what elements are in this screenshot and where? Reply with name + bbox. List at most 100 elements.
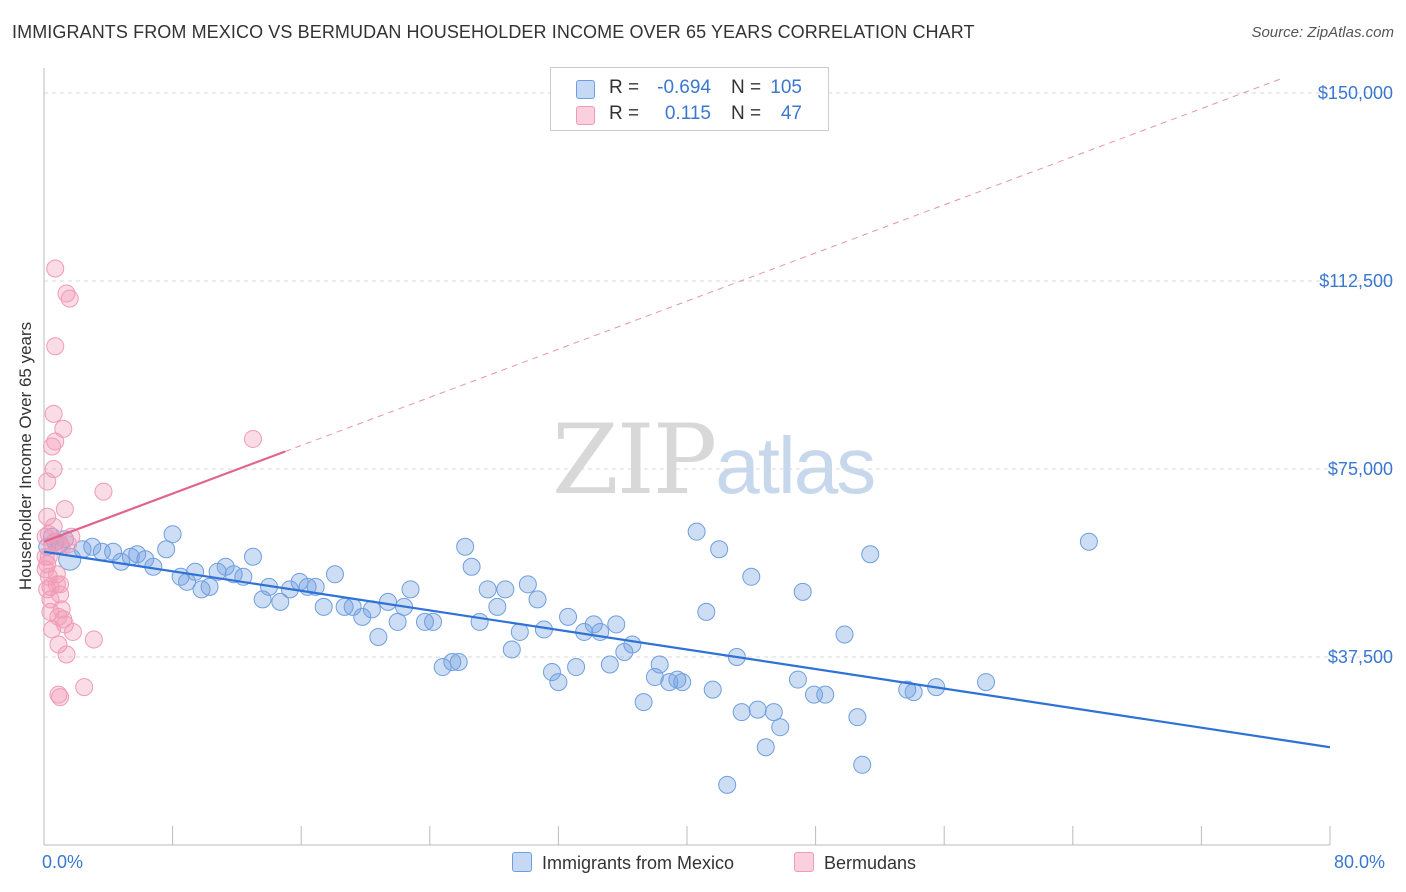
bermudan-point [243,429,262,448]
mexico-point [788,670,807,689]
legend-n-label: N = [731,77,762,98]
bermudan-point [94,482,113,501]
correlation-legend: R = -0.694 N = 105 R = 0.115 N = 47 [550,67,829,131]
bottom-legend-label: Immigrants from Mexico [542,853,735,873]
mexico-point [163,525,182,544]
bottom-legend-swatch-blue [512,852,532,872]
bermudan-point [75,678,94,697]
bermudan-point [57,645,76,664]
y-tick-label: $112,500 [1319,271,1393,291]
mexico-point [456,537,475,556]
bottom-legend-label: Bermudans [824,853,917,873]
mexico-point [668,670,687,689]
y-tick-label: $75,000 [1328,459,1393,479]
x-tick-label-min: 0.0% [42,852,84,872]
bottom-legend-swatch-pink [794,852,814,872]
mexico-point [549,673,568,692]
source-label: Source: ZipAtlas.com [1251,24,1394,41]
legend-r-value: 0.115 [664,103,711,124]
mexico-point [243,547,262,566]
mexico-point [488,597,507,616]
legend-r-value: -0.694 [657,77,711,98]
bermudan-point [46,337,65,356]
bermudan-point [55,500,74,519]
legend-row-bermudans: R = 0.115 N = 47 [551,102,828,128]
mexico-point [518,575,537,594]
mexico-point [379,592,398,611]
legend-swatch-pink [576,106,595,125]
mexico-point [449,653,468,672]
mexico-point [502,640,521,659]
bermudan-point [63,622,82,641]
mexico-point [157,540,176,559]
mexico-point [1079,532,1098,551]
mexico-point [584,615,603,634]
bermudan-point [41,590,60,609]
mexico-point [528,590,547,609]
mexico-point [687,522,706,541]
mexico-point [976,673,995,692]
y-axis-label: Householder Income Over 65 years [16,321,35,591]
mexico-point [764,703,783,722]
mexico-point [634,693,653,712]
mexico-point [567,658,586,677]
mexico-point [607,615,626,634]
bermudan-point [49,607,68,626]
bermudan-point [44,517,63,536]
mexico-point [542,663,561,682]
mexico-point [401,580,420,599]
mexico-point [559,607,578,626]
legend-n-value: 47 [780,103,802,124]
bermudan-point [84,630,103,649]
mexico-point [650,655,669,674]
bermudan-point [51,575,70,594]
bermudan-point [38,507,57,526]
mexico-point [496,580,515,599]
bermudan-point [44,460,63,479]
legend-row-mexico: R = -0.694 N = 105 [551,76,828,102]
mexico-point [462,557,481,576]
mexico-point [186,562,205,581]
legend-n-label: N = [731,103,762,124]
bottom-legend-mexico[interactable]: Immigrants from Mexico [512,852,734,874]
mexico-point [353,607,372,626]
mexico-point [697,602,716,621]
mexico-point [756,738,775,757]
bermudan-point [43,437,62,456]
mexico-point [848,708,867,727]
mexico-point [314,597,333,616]
legend-r-label: R = [609,77,640,98]
bermudan-trend-line [43,450,286,543]
y-tick-label: $150,000 [1318,83,1393,103]
chart-title: IMMIGRANTS FROM MEXICO VS BERMUDAN HOUSE… [12,22,975,42]
mexico-point [732,703,751,722]
mexico-point [478,580,497,599]
mexico-point [200,577,219,596]
mexico-point [424,612,443,631]
mexico-point [306,577,325,596]
mexico-point [623,635,642,654]
legend-swatch-blue [576,80,595,99]
mexico-point [710,540,729,559]
mexico-point [718,775,737,794]
bermudan-trend-extension [284,77,1284,452]
bermudan-point [51,688,70,707]
legend-r-label: R = [609,103,640,124]
mexico-point [835,625,854,644]
mexico-point [673,673,692,692]
mexico-point [816,685,835,704]
mexico-point [748,700,767,719]
bermudan-point [51,585,70,604]
mexico-point [369,627,388,646]
mexico-point [904,683,923,702]
bermudan-point [60,289,79,308]
mexico-point [325,565,344,584]
mexico-point [861,545,880,564]
mexico-point [771,718,790,737]
mexico-point [388,612,407,631]
bermudan-point [44,404,63,423]
bottom-legend-bermudans[interactable]: Bermudans [794,852,916,874]
mexico-trend-line [43,550,1331,749]
mexico-point [443,653,462,672]
